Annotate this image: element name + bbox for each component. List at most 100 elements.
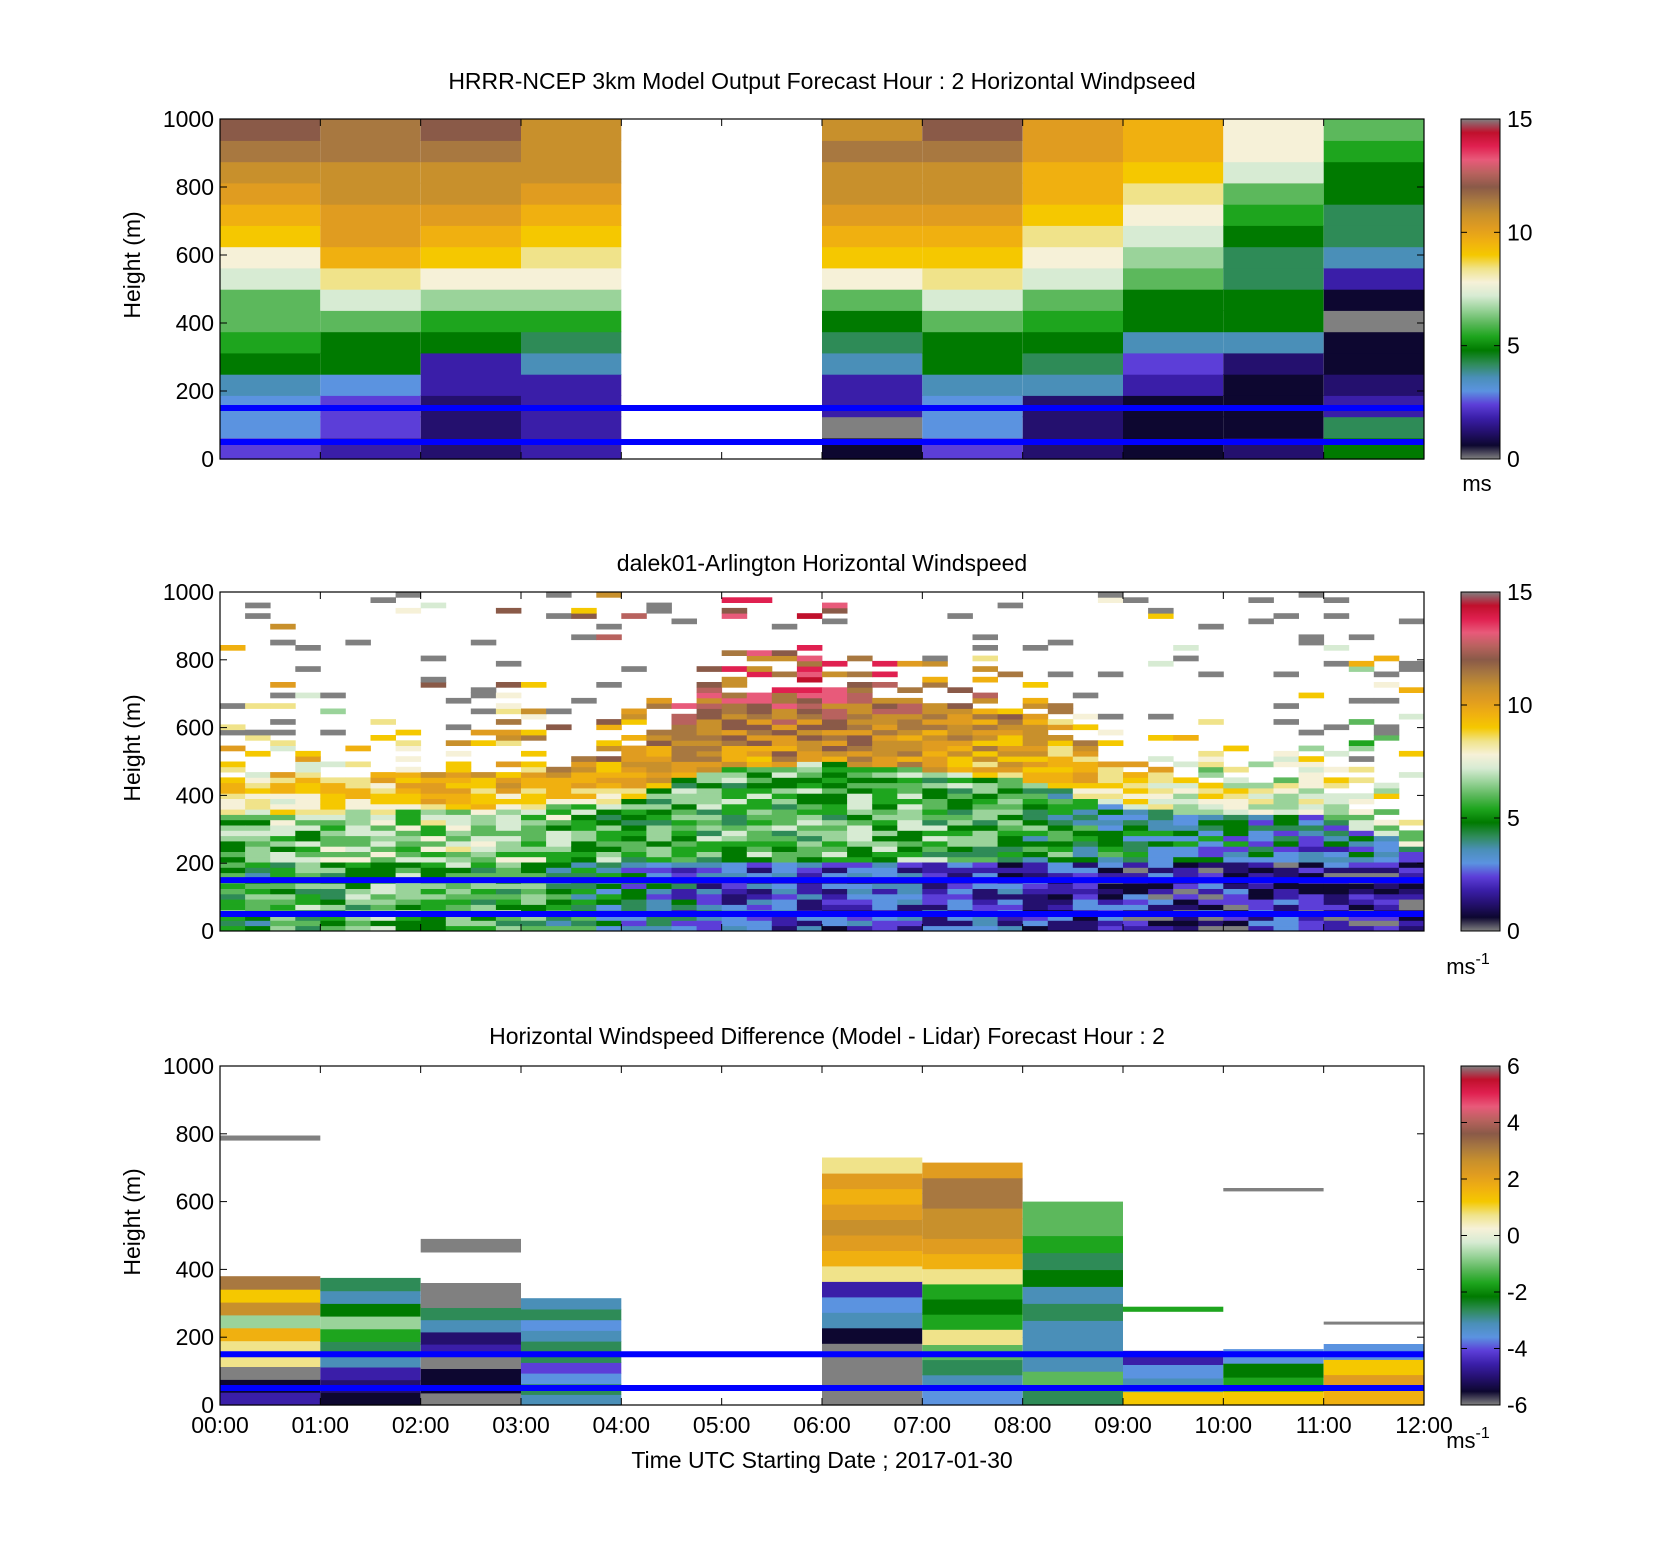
heatmap-cell <box>972 788 998 794</box>
heatmap-cell <box>1097 597 1124 603</box>
heatmap-cell <box>1223 1188 1324 1192</box>
heatmap-cell <box>847 893 873 900</box>
heatmap-cell <box>1298 819 1325 826</box>
heatmap-cell <box>922 140 1023 163</box>
heatmap-cell <box>822 793 848 799</box>
heatmap-cell <box>295 851 321 858</box>
heatmap-cell <box>796 856 823 863</box>
heatmap-cell <box>822 225 923 248</box>
heatmap-cell <box>420 899 447 905</box>
heatmap-cell <box>1398 872 1425 879</box>
heatmap-cell <box>470 904 497 911</box>
heatmap-cell <box>395 798 422 805</box>
heatmap-cell <box>1298 835 1325 842</box>
heatmap-cell <box>1323 310 1424 333</box>
heatmap-cell <box>395 883 422 889</box>
heatmap-cell <box>470 687 497 693</box>
heatmap-cell <box>1022 803 1049 810</box>
heatmap-cell <box>872 825 898 831</box>
heatmap-cell <box>621 825 647 831</box>
heatmap-cell <box>1022 246 1123 269</box>
heatmap-cell <box>897 687 923 693</box>
heatmap-cell <box>546 872 572 879</box>
heatmap-cell <box>1097 925 1124 932</box>
heatmap-cell <box>1273 793 1299 799</box>
heatmap-cell <box>521 899 547 905</box>
heatmap-cell <box>1248 819 1274 826</box>
heatmap-cell <box>1123 841 1149 847</box>
heatmap-cell <box>1198 920 1224 927</box>
heatmap-cell <box>571 607 597 614</box>
heatmap-cell <box>1047 703 1074 709</box>
heatmap-cell <box>721 713 748 720</box>
heatmap-cell <box>1173 846 1199 852</box>
heatmap-cell <box>947 904 973 911</box>
heatmap-cell <box>922 1238 1023 1255</box>
heatmap-cell <box>245 613 271 619</box>
heatmap-cell <box>972 766 998 773</box>
heatmap-cell <box>1022 682 1049 688</box>
heatmap-cell <box>696 788 723 794</box>
colorbar-tick-label: 5 <box>1507 333 1520 359</box>
heatmap-cell <box>270 893 296 900</box>
heatmap-cell <box>646 772 672 778</box>
heatmap-cell <box>596 623 622 630</box>
heatmap-cell <box>470 809 497 815</box>
heatmap-cell <box>470 846 497 852</box>
heatmap-cell <box>721 703 748 709</box>
heatmap-cell <box>746 703 773 709</box>
heatmap-cell <box>621 798 647 805</box>
heatmap-cell <box>370 819 396 826</box>
heatmap-cell <box>596 772 622 778</box>
heatmap-cell <box>320 803 346 810</box>
heatmap-cell <box>1123 893 1149 900</box>
heatmap-cell <box>1323 856 1350 863</box>
heatmap-cell <box>796 915 823 921</box>
heatmap-cell <box>1223 803 1249 810</box>
heatmap-cell <box>546 846 572 852</box>
heatmap-cell <box>997 740 1024 746</box>
heatmap-cell <box>922 724 948 731</box>
heatmap-cell <box>445 809 472 815</box>
heatmap-cell <box>621 761 647 768</box>
heatmap-cell <box>1348 697 1375 704</box>
heatmap-cell <box>646 809 672 815</box>
heatmap-cell <box>771 803 798 810</box>
heatmap-cell <box>771 735 798 741</box>
heatmap-cell <box>746 798 773 805</box>
heatmap-cell <box>721 814 748 821</box>
heatmap-cell <box>696 740 723 746</box>
heatmap-cell <box>822 750 848 757</box>
heatmap-cell <box>746 692 773 699</box>
heatmap-cell <box>997 872 1024 879</box>
heatmap-cell <box>847 872 873 879</box>
heatmap-cell <box>245 803 271 810</box>
heatmap-cell <box>671 740 697 746</box>
heatmap-cell <box>1123 851 1149 858</box>
heatmap-cell <box>897 893 923 900</box>
heatmap-cell <box>1323 851 1350 858</box>
x-axis-label: Time UTC Starting Date ; 2017-01-30 <box>631 1447 1012 1473</box>
heatmap-cell <box>997 798 1024 805</box>
heatmap-cell <box>1223 766 1249 773</box>
heatmap-cell <box>897 862 923 868</box>
heatmap-cell <box>721 735 748 741</box>
x-axis-ticks <box>219 119 1425 459</box>
heatmap-cell <box>1022 1218 1123 1237</box>
heatmap-cell <box>1373 841 1400 847</box>
heatmap-cell <box>696 703 723 709</box>
heatmap-cell <box>671 915 697 921</box>
heatmap-cell <box>947 687 973 693</box>
heatmap-cell <box>822 814 848 821</box>
heatmap-cell <box>596 846 622 852</box>
heatmap-cell <box>922 729 948 736</box>
heatmap-cell <box>420 1319 521 1333</box>
heatmap-cell <box>270 888 296 895</box>
heatmap-cell <box>521 1298 622 1310</box>
heatmap-cell <box>696 761 723 768</box>
heatmap-cell <box>771 788 798 794</box>
heatmap-cell <box>395 803 422 810</box>
heatmap-cell <box>1373 655 1400 662</box>
heatmap-cell <box>445 782 472 789</box>
